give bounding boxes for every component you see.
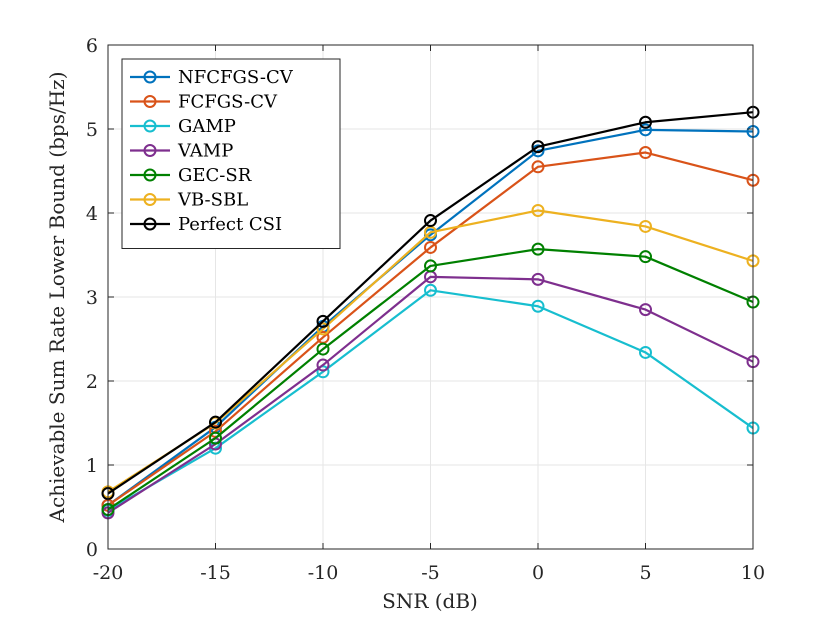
data-point-fcfgs-cv [531, 160, 545, 174]
data-point-vb-sbl [316, 322, 330, 336]
data-point-gamp [531, 299, 545, 313]
data-point-vb-sbl [639, 219, 652, 233]
data-point-vamp [316, 358, 330, 372]
data-point-gec-sr [209, 431, 222, 445]
data-point-gec-sr [639, 250, 652, 264]
data-point-fcfgs-cv [639, 146, 652, 160]
y-tick-label: 4 [86, 203, 98, 225]
legend-box [121, 58, 341, 249]
legend-item: GEC-SR [130, 165, 252, 186]
data-point-gamp [424, 283, 437, 297]
data-point-gec-sr [424, 259, 437, 273]
data-point-vb-sbl [531, 203, 545, 217]
data-point-gec-sr [316, 342, 330, 356]
legend-label: NFCFGS-CV [178, 67, 294, 88]
y-tick-label: 3 [86, 287, 98, 309]
legend-label: VB-SBL [177, 190, 248, 211]
series-line-fcfgs-cv [107, 151, 754, 507]
x-tick-label: 0 [532, 562, 544, 584]
legend-label: Perfect CSI [178, 214, 282, 235]
legend-item: GAMP [130, 116, 236, 137]
data-point-vamp [531, 272, 545, 286]
legend-item: FCFGS-CV [130, 92, 278, 113]
x-tick-label: -15 [200, 562, 231, 584]
legend-marker [143, 193, 157, 206]
legend-marker [143, 119, 157, 133]
data-point-gec-sr [531, 242, 545, 256]
data-point-perfect-csi [531, 140, 545, 154]
legend-marker [143, 144, 157, 157]
ticks: -20 -15 -10 -5 0 5 10 0 1 2 3 4 5 6 [86, 35, 765, 584]
x-tick-label: 5 [639, 562, 651, 584]
legend-marker [143, 168, 157, 182]
legend-marker [143, 217, 157, 231]
series-line-gec-sr [107, 248, 754, 511]
data-point-perfect-csi [424, 214, 437, 228]
data-point-perfect-csi [316, 314, 330, 328]
legend-label: FCFGS-CV [178, 92, 278, 113]
legend-item: VB-SBL [130, 190, 248, 211]
legend-marker [143, 95, 157, 108]
series-layer [101, 105, 760, 520]
data-point-vamp [639, 303, 652, 317]
x-tick-label: -10 [308, 562, 339, 584]
legend: NFCFGS-CV FCFGS-CV GAMP VAMP GEC-SR VB-SBL Per… [121, 58, 341, 249]
series-line-gamp [107, 289, 754, 512]
legend-item: NFCFGS-CV [130, 67, 294, 88]
legend-item: Perfect CSI [130, 214, 282, 235]
y-tick-label: 5 [86, 119, 98, 141]
x-tick-label: -20 [93, 562, 124, 584]
data-point-gamp [639, 345, 652, 359]
y-tick-label: 1 [86, 455, 98, 477]
legend-label: GAMP [178, 116, 236, 137]
data-point-fcfgs-cv [424, 240, 437, 254]
legend-item: VAMP [130, 141, 233, 162]
y-tick-label: 0 [86, 539, 98, 561]
y-axis-label: Achievable Sum Rate Lower Bound (bps/Hz) [45, 72, 69, 524]
x-tick-label: -5 [421, 562, 440, 584]
x-axis-label: SNR (dB) [382, 589, 478, 613]
legend-marker [143, 70, 157, 84]
x-tick-label: 10 [741, 562, 765, 584]
data-point-perfect-csi [639, 115, 652, 129]
y-tick-label: 6 [86, 35, 98, 57]
data-point-nfcfgs-cv [639, 123, 652, 137]
legend-label: GEC-SR [178, 165, 252, 186]
data-point-perfect-csi [209, 415, 222, 429]
legend-label: VAMP [177, 141, 233, 162]
series-line-perfect-csi [107, 111, 754, 495]
y-tick-label: 2 [86, 371, 98, 393]
